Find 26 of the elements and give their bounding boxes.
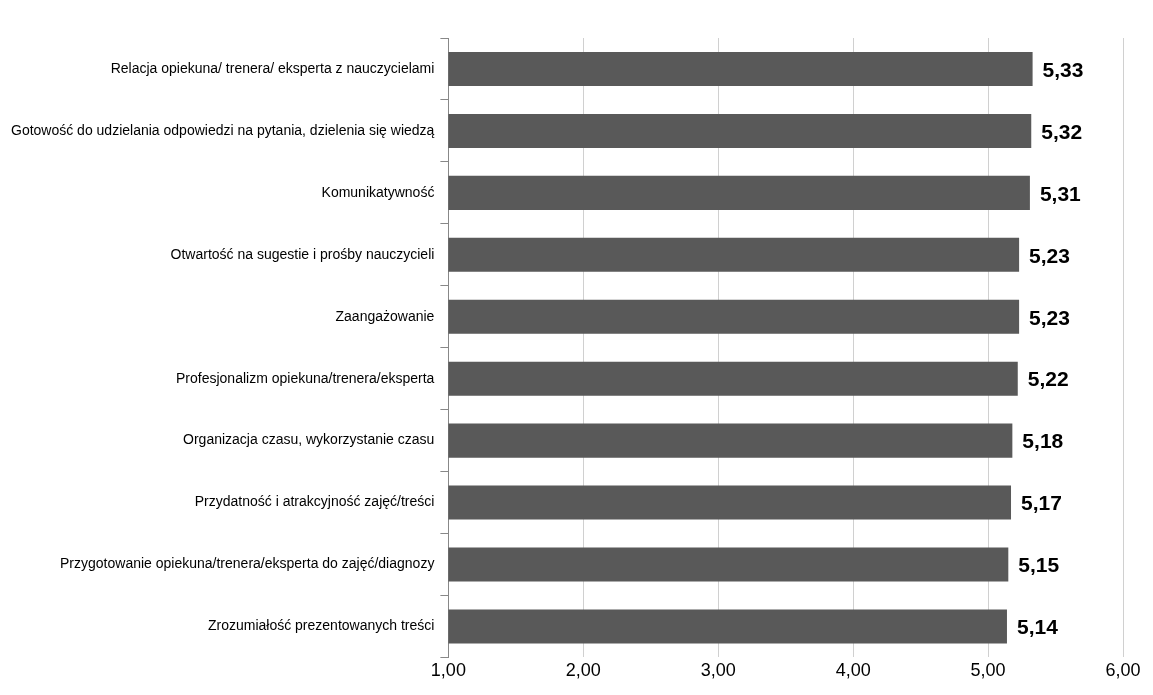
x-tick-label: 6,00	[1105, 660, 1141, 681]
data-label: 5,22	[1027, 367, 1069, 391]
y-tick-label: Zaangażowanie	[335, 307, 435, 324]
y-tick-label: Przygotowanie opiekuna/trenera/eksperta do zajęć/diagnozy	[60, 555, 435, 572]
y-tick-label: Zrozumiałość prezentowanych treści	[207, 617, 435, 634]
y-tick-label: Komunikatywność	[321, 183, 435, 200]
data-label: 5,15	[1018, 553, 1060, 577]
data-label: 5,32	[1041, 119, 1083, 143]
data-label: 5,14	[1016, 615, 1059, 639]
x-tick-label: 2,00	[565, 660, 601, 681]
data-label: 5,23	[1029, 305, 1070, 329]
data-label: 5,18	[1022, 429, 1064, 453]
y-tick-label: Relacja opiekuna/ trenera/ eksperta z nauczycielami	[110, 59, 435, 76]
x-tick-label: 1,00	[430, 660, 466, 681]
y-tick-label: Gotowość do udzielania odpowiedzi na pytania, dzielenia się wiedzą	[10, 121, 435, 138]
data-label: 5,33	[1042, 57, 1084, 81]
data-label: 5,31	[1039, 181, 1082, 205]
data-label: 5,23	[1029, 243, 1070, 267]
y-tick-label: Profesjonalizm opiekuna/trenera/eksperta	[176, 369, 435, 386]
y-tick-label: Otwartość na sugestie i prośby nauczycieli	[170, 245, 435, 262]
y-tick-label: Organizacja czasu, wykorzystanie czasu	[183, 431, 435, 448]
y-tick-label: Przydatność i atrakcyjność zajęć/treści	[194, 493, 435, 510]
x-tick-label: 5,00	[970, 660, 1006, 681]
data-label: 5,17	[1021, 491, 1062, 515]
x-tick-label: 4,00	[835, 660, 871, 681]
x-tick-label: 3,00	[700, 660, 736, 681]
